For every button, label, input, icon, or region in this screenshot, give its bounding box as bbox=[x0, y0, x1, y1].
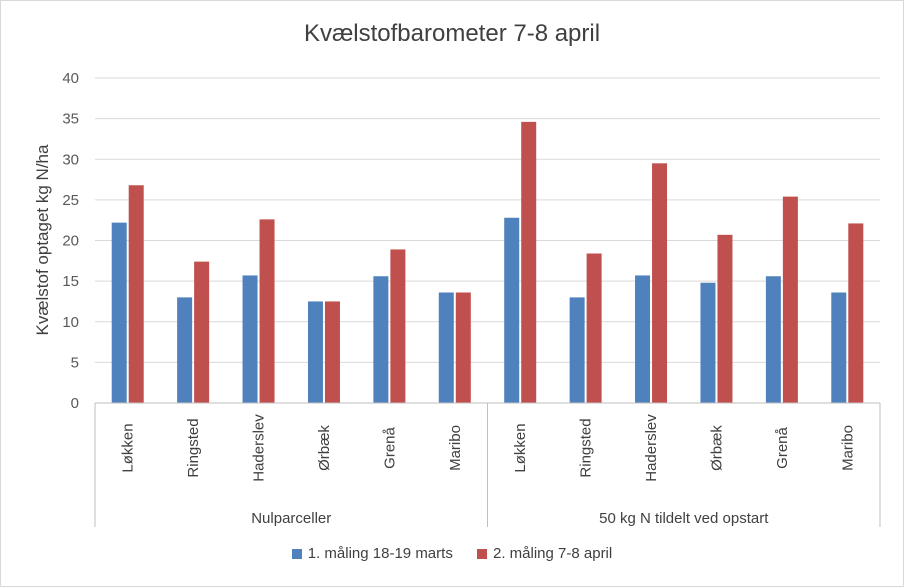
bar bbox=[652, 163, 668, 403]
y-tick-label: 40 bbox=[62, 70, 79, 87]
bar bbox=[782, 196, 798, 403]
y-tick-label: 35 bbox=[62, 111, 79, 128]
x-category-label: Haderslev bbox=[643, 414, 660, 482]
x-category-label: Ørbæk bbox=[708, 425, 725, 471]
x-category-label: Ringsted bbox=[578, 418, 595, 477]
legend-label-series-1: 1. måling 18-19 marts bbox=[307, 545, 453, 562]
x-category-label: Haderslev bbox=[251, 414, 268, 482]
bar bbox=[848, 223, 864, 403]
y-tick-label: 20 bbox=[62, 233, 79, 250]
y-tick-label: 30 bbox=[62, 151, 79, 168]
y-tick-label: 10 bbox=[62, 314, 79, 331]
y-axis-label: Kvælstof optaget kg N/ha bbox=[33, 144, 52, 335]
bar bbox=[259, 219, 275, 403]
legend: 1. måling 18-19 marts 2. måling 7-8 apri… bbox=[0, 545, 904, 563]
bar bbox=[521, 121, 537, 403]
bar bbox=[455, 292, 471, 403]
bar bbox=[635, 275, 651, 403]
bar bbox=[194, 261, 210, 403]
x-category-label: Løkken bbox=[512, 423, 529, 472]
y-tick-label: 25 bbox=[62, 192, 79, 209]
bar bbox=[569, 297, 585, 403]
bar bbox=[438, 292, 454, 403]
x-category-label: Maribo bbox=[839, 425, 856, 471]
x-category-label: Maribo bbox=[447, 425, 464, 471]
chart-title: Kvælstofbarometer 7-8 april bbox=[303, 20, 601, 47]
bar bbox=[717, 234, 733, 403]
x-category-label: Grenå bbox=[381, 427, 398, 469]
bar bbox=[831, 292, 847, 403]
y-tick-label: 5 bbox=[71, 354, 79, 371]
x-category-label: Grenå bbox=[774, 427, 791, 469]
bar bbox=[177, 297, 193, 403]
bar bbox=[242, 275, 258, 403]
bar bbox=[111, 222, 127, 403]
x-category-label: Løkken bbox=[120, 423, 137, 472]
bar bbox=[586, 253, 602, 403]
bar bbox=[373, 276, 389, 403]
y-tick-label: 0 bbox=[71, 395, 79, 412]
legend-item-series-1: 1. måling 18-19 marts bbox=[291, 545, 453, 562]
x-category-label: Ringsted bbox=[185, 418, 202, 477]
bar bbox=[390, 249, 406, 403]
legend-swatch-series-1 bbox=[291, 548, 302, 559]
bar bbox=[128, 185, 144, 403]
bar bbox=[504, 217, 520, 403]
legend-item-series-2: 2. måling 7-8 april bbox=[477, 545, 612, 562]
legend-swatch-series-2 bbox=[477, 548, 487, 559]
x-group-label: Nulparceller bbox=[251, 510, 331, 527]
y-tick-label: 15 bbox=[62, 273, 79, 290]
bar bbox=[700, 282, 716, 403]
bar bbox=[324, 301, 340, 403]
bar bbox=[307, 301, 323, 403]
x-category-label: Ørbæk bbox=[316, 425, 333, 471]
x-group-label: 50 kg N tildelt ved opstart bbox=[599, 510, 769, 527]
legend-label-series-2: 2. måling 7-8 april bbox=[493, 545, 613, 562]
bar bbox=[765, 276, 781, 403]
